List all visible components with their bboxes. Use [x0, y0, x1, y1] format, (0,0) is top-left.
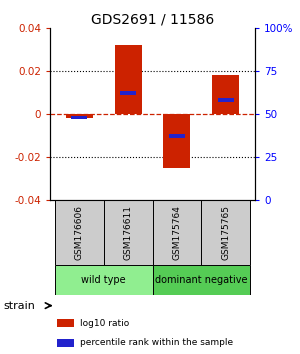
Bar [104, 200, 152, 265]
Title: GDS2691 / 11586: GDS2691 / 11586 [91, 13, 214, 27]
Bar [169, 135, 185, 138]
Bar [212, 75, 239, 114]
Text: log10 ratio: log10 ratio [80, 319, 129, 328]
Text: GSM176606: GSM176606 [75, 205, 84, 260]
Text: strain: strain [3, 301, 35, 310]
Text: percentile rank within the sample: percentile rank within the sample [80, 338, 232, 347]
Text: dominant negative: dominant negative [155, 275, 247, 285]
Bar [120, 91, 136, 95]
Bar [57, 319, 74, 327]
Bar [218, 98, 234, 102]
Bar [164, 114, 190, 168]
Bar [55, 265, 152, 295]
Bar [55, 200, 104, 265]
Bar [71, 115, 87, 119]
Text: GSM175764: GSM175764 [172, 205, 182, 260]
Text: wild type: wild type [81, 275, 126, 285]
Bar [66, 114, 93, 118]
Bar [152, 200, 201, 265]
Bar [57, 339, 74, 347]
Bar [115, 45, 142, 114]
Bar [201, 200, 250, 265]
Text: GSM175765: GSM175765 [221, 205, 230, 260]
Bar [152, 265, 250, 295]
Text: GSM176611: GSM176611 [124, 205, 133, 260]
